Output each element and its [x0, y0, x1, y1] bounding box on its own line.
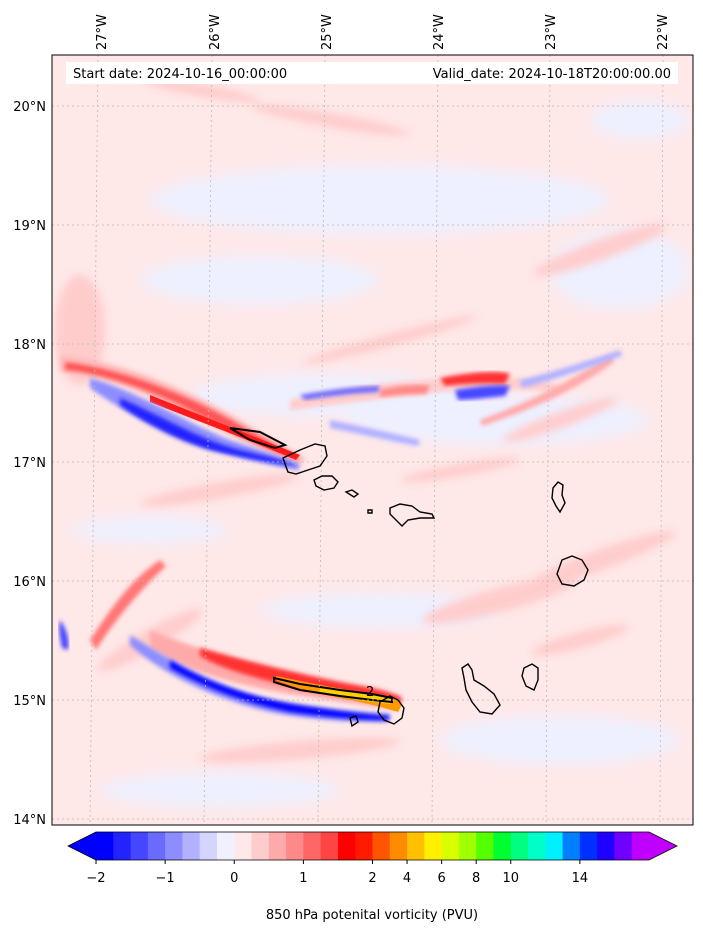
lon-tick-label: 22°W — [656, 14, 671, 50]
colorbar-segment — [441, 832, 460, 860]
colorbar-tick-label: −2 — [86, 871, 105, 886]
cape-verde-islands — [282, 443, 589, 728]
colorbar-segment — [528, 832, 546, 860]
colorbar-segment — [320, 832, 339, 860]
colorbar-tick-label: 14 — [572, 871, 589, 886]
colorbar-tick-label: 1 — [299, 871, 307, 886]
lat-tick-label: 18°N — [13, 338, 46, 353]
colorbar-min-extend-arrow — [68, 832, 96, 860]
map-gridlines — [52, 55, 693, 825]
lon-tick-label: 23°W — [544, 14, 559, 50]
colorbar-segment — [216, 832, 235, 860]
lat-tick-label: 20°N — [13, 100, 46, 115]
lon-tick-label: 27°W — [95, 14, 110, 50]
map-frame — [51, 54, 694, 826]
colorbar-segment — [96, 832, 114, 860]
colorbar-segment — [545, 832, 564, 860]
colorbar-max-extend-arrow — [649, 832, 677, 860]
valid-date-label: Valid_date: 2024-10-18T20:00:00.00 — [433, 67, 671, 82]
colorbar-segment — [182, 832, 201, 860]
colorbar-tick-label: 2 — [368, 871, 376, 886]
longitude-tick-labels: 27°W 26°W 25°W 24°W 23°W 22°W — [95, 14, 671, 50]
colorbar-segment — [510, 832, 529, 860]
colorbar-tick-label: 4 — [403, 871, 411, 886]
negative-pv-background-patches — [70, 100, 690, 808]
latitude-tick-labels: 20°N 19°N 18°N 17°N 16°N 15°N 14°N — [13, 100, 46, 828]
colorbar-tick-label: −1 — [156, 871, 175, 886]
colorbar-segment — [389, 832, 408, 860]
colorbar-segment — [303, 832, 322, 860]
colorbar-tick-label: 8 — [472, 871, 480, 886]
map-panel: 2 Start date: 2024-10-16_00:00:00 Valid_… — [52, 55, 693, 825]
colorbar-label: 850 hPa potenital vorticity (PVU) — [266, 908, 478, 923]
island-santa-luzia — [344, 489, 360, 498]
colorbar-segment — [458, 832, 477, 860]
colorbar-segment — [493, 832, 512, 860]
island-sao-vicente — [313, 475, 339, 491]
lon-tick-label: 25°W — [320, 14, 335, 50]
island-santiago — [461, 663, 501, 715]
colorbar-segment — [424, 832, 443, 860]
lon-tick-label: 24°W — [432, 14, 447, 50]
colorbar-segment — [407, 832, 425, 860]
island-maio — [521, 663, 539, 691]
island-boa-vista — [556, 555, 589, 587]
colorbar-tick-label: 0 — [230, 871, 238, 886]
lat-tick-label: 17°N — [13, 456, 46, 471]
southern-pv-filament — [59, 560, 402, 722]
colorbar-segment — [476, 832, 495, 860]
middle-pv-filament — [290, 350, 622, 446]
northern-pv-filament — [60, 355, 305, 470]
island-santo-antao — [282, 443, 328, 475]
colorbar-segment — [251, 832, 270, 860]
colorbar-segment — [355, 832, 374, 860]
colorbar-segment — [199, 832, 218, 860]
start-date-label: Start date: 2024-10-16_00:00:00 — [73, 67, 287, 82]
colorbar-segment — [579, 832, 598, 860]
colorbar-segment — [631, 832, 650, 860]
colorbar-segment — [562, 832, 581, 860]
lon-tick-label: 26°W — [208, 14, 223, 50]
island-sal — [551, 481, 566, 514]
colorbar-segment — [337, 832, 356, 860]
island-sao-nicolau — [389, 503, 436, 527]
colorbar-segment — [130, 832, 149, 860]
island-branco — [367, 509, 373, 514]
colorbar-segment — [147, 832, 166, 860]
colorbar-segment — [113, 832, 132, 860]
lat-tick-label: 19°N — [13, 219, 46, 234]
colorbar-segment — [597, 832, 616, 860]
island-fogo — [377, 695, 405, 725]
colorbar-segment — [614, 832, 633, 860]
colorbar: −2 −1 0 1 2 4 6 8 10 14 850 hPa potenital vortici… — [67, 831, 678, 923]
lat-tick-label: 16°N — [13, 575, 46, 590]
lat-tick-label: 15°N — [13, 694, 46, 709]
island-brava — [349, 715, 359, 728]
contour-label: 2 — [366, 685, 374, 700]
colorbar-segment — [165, 832, 184, 860]
colorbar-segment — [372, 832, 391, 860]
lat-tick-label: 14°N — [13, 813, 46, 828]
colorbar-tick-label: 10 — [502, 871, 519, 886]
colorbar-segment — [234, 832, 253, 860]
colorbar-tick-label: 6 — [437, 871, 445, 886]
colorbar-segment — [268, 832, 287, 860]
colorbar-segment — [286, 832, 304, 860]
date-header-box — [66, 62, 678, 84]
